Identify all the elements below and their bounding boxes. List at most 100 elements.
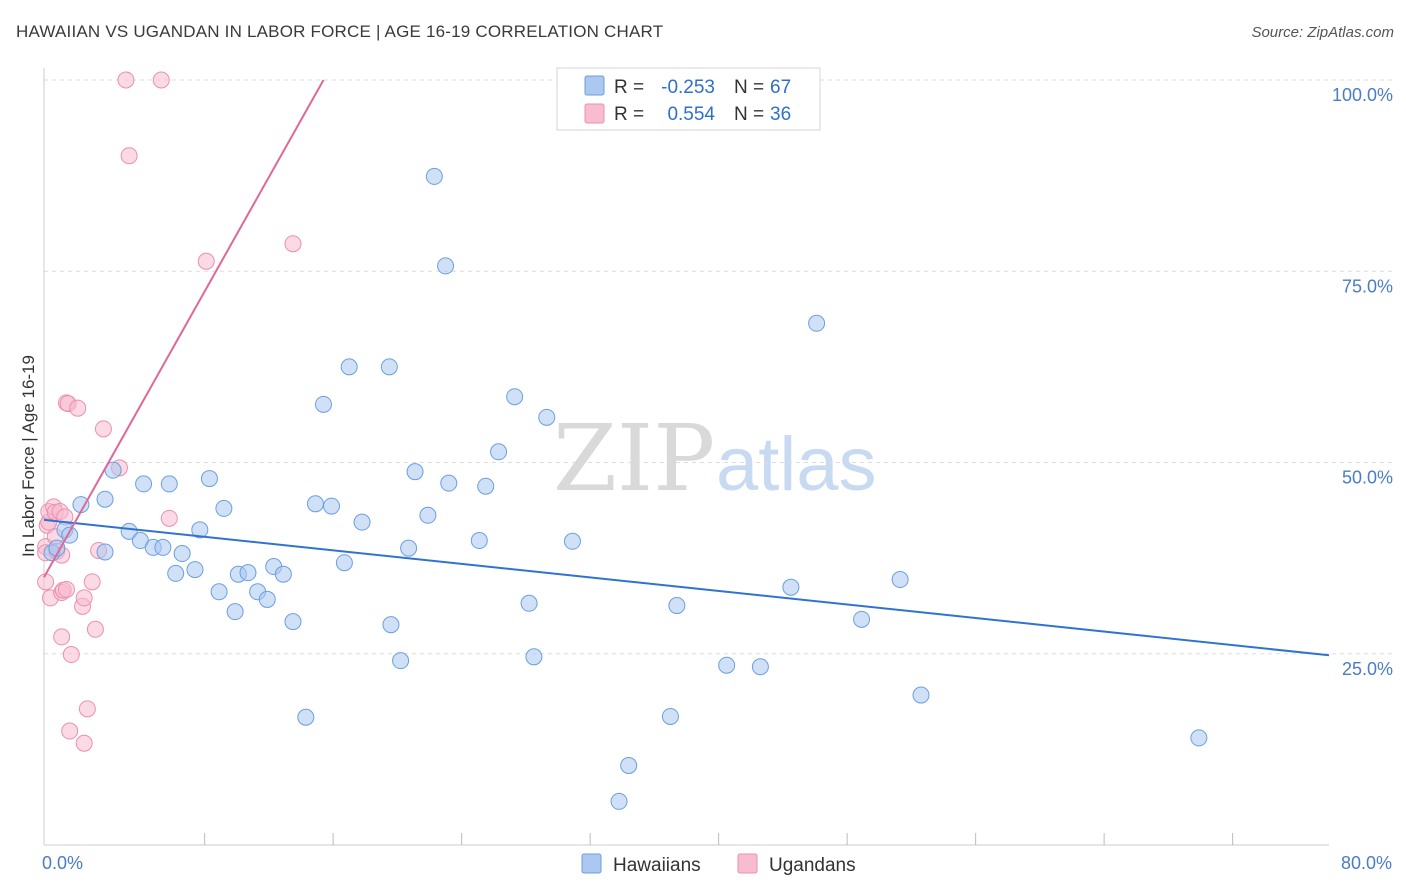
chart-title: HAWAIIAN VS UGANDAN IN LABOR FORCE | AGE… (16, 22, 664, 41)
hawaiians-point (1190, 729, 1208, 747)
hawaiians-point (167, 564, 185, 582)
hawaiians-trendline (43, 518, 1330, 657)
y-axis-title: In Labor Force | Age 16-19 (19, 355, 38, 557)
trendlines (43, 79, 1330, 657)
ugandans-point (94, 420, 112, 438)
hawaiians-point (120, 522, 138, 540)
hawaiians-point (718, 656, 736, 674)
series-legend: Hawaiians Ugandans (581, 853, 856, 876)
ugandans-point (75, 734, 93, 752)
hawaiians-point (490, 443, 508, 461)
y-tick-label-0: 25.0% (1342, 659, 1393, 679)
axes (43, 68, 1329, 846)
ugandans-point (61, 722, 79, 740)
hawaiians-point (470, 532, 488, 550)
x-ticks (204, 833, 1234, 845)
hawaiians-point (891, 571, 909, 589)
ugandans-point (117, 71, 135, 89)
hawaiians-point (210, 583, 228, 601)
hawaiians-point (668, 597, 686, 615)
stats-n-value-hawaiians: 67 (770, 77, 791, 98)
hawaiians-point (306, 495, 324, 513)
hawaiians-point (538, 408, 556, 426)
ugandans-point (284, 235, 302, 253)
hawaiians-point (226, 603, 244, 621)
hawaiians-point (135, 475, 153, 493)
ugandans-point (86, 620, 104, 638)
ugandans-point (160, 509, 178, 527)
stats-n-label-hawaiians: N = (734, 77, 764, 98)
hawaiians-point (323, 497, 341, 515)
hawaiians-point (525, 648, 543, 666)
hawaiians-point (284, 613, 302, 631)
hawaiians-point (610, 792, 628, 810)
hawaiians-point (382, 616, 400, 634)
hawaiians-point (751, 658, 769, 676)
hawaiians-point (215, 499, 233, 517)
stats-n-value-ugandans: 36 (770, 104, 791, 125)
hawaiians-point (173, 545, 191, 563)
hawaiians-point (297, 708, 315, 726)
hawaiians-point (200, 470, 218, 488)
hawaiians-point (96, 490, 114, 508)
ugandans-trendline (43, 79, 325, 578)
hawaiians-point (239, 564, 257, 582)
ugandans-point (197, 252, 215, 270)
hawaiians-point (620, 756, 638, 774)
hawaiians-point (160, 475, 178, 493)
ugandans-point (62, 646, 80, 664)
hawaiians-point (808, 314, 826, 332)
x-tick-label-max: 80.0% (1341, 853, 1392, 873)
stats-r-label-ugandans: R = (614, 104, 644, 125)
hawaiians-point (477, 477, 495, 495)
stats-n-label-ugandans: N = (734, 104, 764, 125)
hawaiians-point (440, 474, 458, 492)
hawaiians-point (191, 521, 209, 539)
hawaiians-point (380, 358, 398, 376)
legend-label-ugandans: Ugandans (769, 855, 856, 876)
hawaiians-point (437, 257, 455, 275)
hawaiians-point (853, 610, 871, 628)
ugandans-point (83, 573, 101, 591)
x-tick-label-min: 0.0% (42, 853, 83, 873)
ugandans-point (152, 71, 170, 89)
hawaiians-points (43, 167, 1208, 810)
y-tick-label-2: 75.0% (1342, 276, 1393, 296)
stats-legend-swatch-ugandans (584, 103, 605, 124)
watermark-zip: ZIP (553, 405, 715, 512)
y-tick-label-1: 50.0% (1342, 468, 1393, 488)
y-tick-label-3: 100.0% (1332, 85, 1393, 105)
hawaiians-point (400, 539, 418, 557)
ugandans-points (37, 71, 302, 752)
hawaiians-point (392, 652, 410, 670)
ugandans-point (53, 628, 71, 646)
ugandans-point (78, 700, 96, 718)
ugandans-point (120, 147, 138, 165)
hawaiians-point (661, 707, 679, 725)
hawaiians-point (340, 358, 358, 376)
hawaiians-point (154, 538, 172, 556)
hawaiians-point (406, 463, 424, 481)
ugandans-point (57, 580, 75, 598)
hawaiians-point (520, 594, 538, 612)
hawaiians-point (314, 395, 332, 413)
hawaiians-point (419, 506, 437, 524)
stats-r-label-hawaiians: R = (614, 77, 644, 98)
hawaiians-point (563, 532, 581, 550)
hawaiians-point (782, 578, 800, 596)
hawaiians-point (186, 561, 204, 579)
stats-r-value-ugandans: 0.554 (667, 104, 715, 125)
hawaiians-point (353, 513, 371, 531)
stats-r-value-hawaiians: -0.253 (661, 77, 715, 98)
hawaiians-point (258, 590, 276, 608)
hawaiians-point (912, 686, 930, 704)
legend-label-hawaiians: Hawaiians (613, 855, 701, 876)
hawaiians-point (96, 543, 114, 561)
ugandans-point (75, 589, 93, 607)
hawaiians-point (506, 388, 524, 406)
legend-swatch-ugandans (737, 853, 758, 874)
legend-swatch-hawaiians (581, 853, 602, 874)
y-tick-labels: 25.0% 50.0% 75.0% 100.0% (1332, 85, 1393, 679)
gridlines (44, 79, 1392, 655)
